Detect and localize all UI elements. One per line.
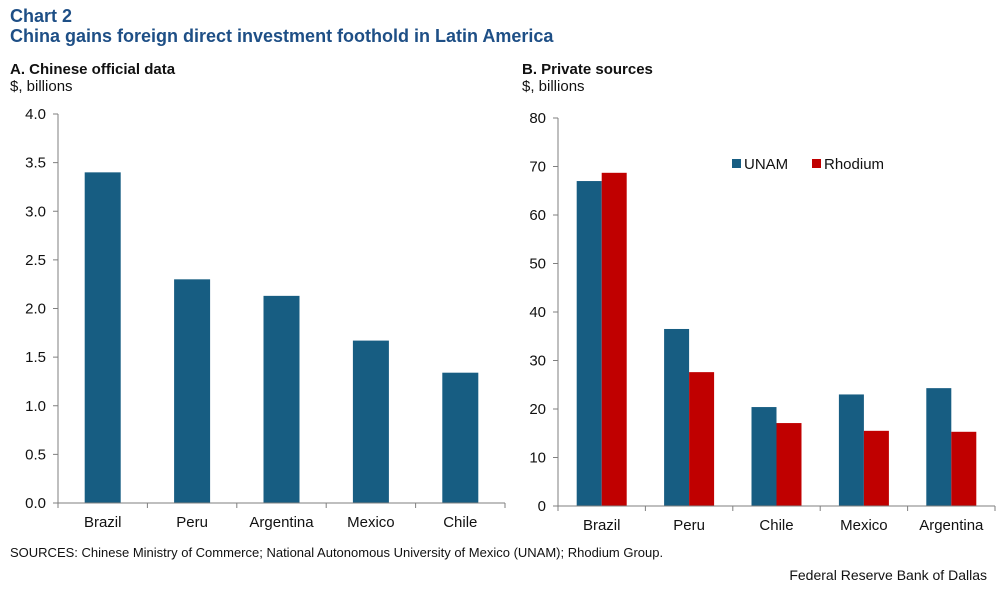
panel-a-x-tick-label: Mexico <box>347 514 395 531</box>
panel-a-y-tick-label: 1.5 <box>25 349 46 366</box>
panel-b-y-tick-label: 50 <box>529 256 546 273</box>
panel-a-x-tick-label: Peru <box>176 514 208 531</box>
credit-line: Federal Reserve Bank of Dallas <box>789 567 987 583</box>
panel-a-y-tick-label: 2.0 <box>25 301 46 318</box>
panel-a-y-tick-label: 4.0 <box>25 106 46 123</box>
panel-b-x-tick-label: Argentina <box>919 517 984 534</box>
panel-b-bar-brazil-unam <box>576 181 602 507</box>
panel-b-y-tick-label: 20 <box>529 401 546 418</box>
panel-a-y-tick-label: 1.0 <box>25 398 46 415</box>
panel-b-legend-label-rhodium: Rhodium <box>824 156 884 173</box>
panel-b-bar-mexico-rhodium <box>863 430 889 506</box>
panel-a-bar-peru <box>174 279 211 503</box>
panel-b-bar-argentina-unam <box>926 388 952 506</box>
panel-a-plot: 0.0 0.5 1.0 1.5 2.0 2.5 3.0 3.5 4.0 Brazil Peru Arg… <box>25 106 506 531</box>
panel-b-x-tick-label: Chile <box>759 517 793 534</box>
panel-b-legend-swatch-unam <box>732 159 741 168</box>
panel-b-y-tick-label: 10 <box>529 450 546 467</box>
panel-b-legend-swatch-rhodium <box>812 159 821 168</box>
panel-a-y-tick-label: 2.5 <box>25 252 46 269</box>
sources-note: SOURCES: Chinese Ministry of Commerce; N… <box>10 545 664 560</box>
panel-b-title: B. Private sources <box>522 61 653 78</box>
panel-a-title: A. Chinese official data <box>10 61 176 78</box>
chart-label: Chart 2 <box>10 6 73 26</box>
panel-a-x-tick-label: Chile <box>443 514 477 531</box>
panel-b-y-tick-label: 60 <box>529 207 546 224</box>
panel-b-unit: $, billions <box>522 78 585 95</box>
panel-b-legend-label-unam: UNAM <box>744 156 788 173</box>
panel-b-bar-peru-rhodium <box>689 372 715 506</box>
panel-b-legend: UNAM Rhodium <box>732 156 884 173</box>
panel-a-bar-brazil <box>84 172 121 503</box>
panel-b-y-tick-label: 30 <box>529 353 546 370</box>
panel-b-bar-chile-unam <box>751 407 777 506</box>
panel-b-y-tick-label: 40 <box>529 304 546 321</box>
panel-a-bar-mexico <box>352 340 389 503</box>
panel-a-y-tick-label: 3.0 <box>25 203 46 220</box>
panel-b-x-tick-label: Brazil <box>583 517 621 534</box>
panel-b-bar-peru-unam <box>664 328 690 506</box>
panel-b-y-tick-label: 80 <box>529 110 546 127</box>
panel-b-bar-chile-rhodium <box>776 423 802 506</box>
panel-b-bar-argentina-rhodium <box>951 431 977 506</box>
panel-b-bar-brazil-rhodium <box>601 172 627 506</box>
panel-a-y-tick-label: 0.5 <box>25 446 46 463</box>
panel-a-x-tick-label: Brazil <box>84 514 122 531</box>
panel-b-y-tick-label: 70 <box>529 159 546 176</box>
panel-a-x-tick-label: Argentina <box>249 514 314 531</box>
panel-b-x-tick-label: Mexico <box>840 517 888 534</box>
panel-b-plot: 0 10 20 30 40 50 60 70 80 Brazil Peru Chile Mexico Ar… <box>529 110 996 534</box>
panel-a-bar-chile <box>442 372 479 503</box>
panel-a-y-tick-label: 3.5 <box>25 155 46 172</box>
panel-a-unit: $, billions <box>10 78 73 95</box>
panel-b-x-tick-label: Peru <box>673 517 705 534</box>
panel-b-bar-mexico-unam <box>838 394 864 506</box>
chart-title: China gains foreign direct investment fo… <box>10 26 554 46</box>
panel-b-y-tick-label: 0 <box>538 498 546 515</box>
panel-a-bar-argentina <box>263 295 300 503</box>
panel-a-y-tick-label: 0.0 <box>25 495 46 512</box>
